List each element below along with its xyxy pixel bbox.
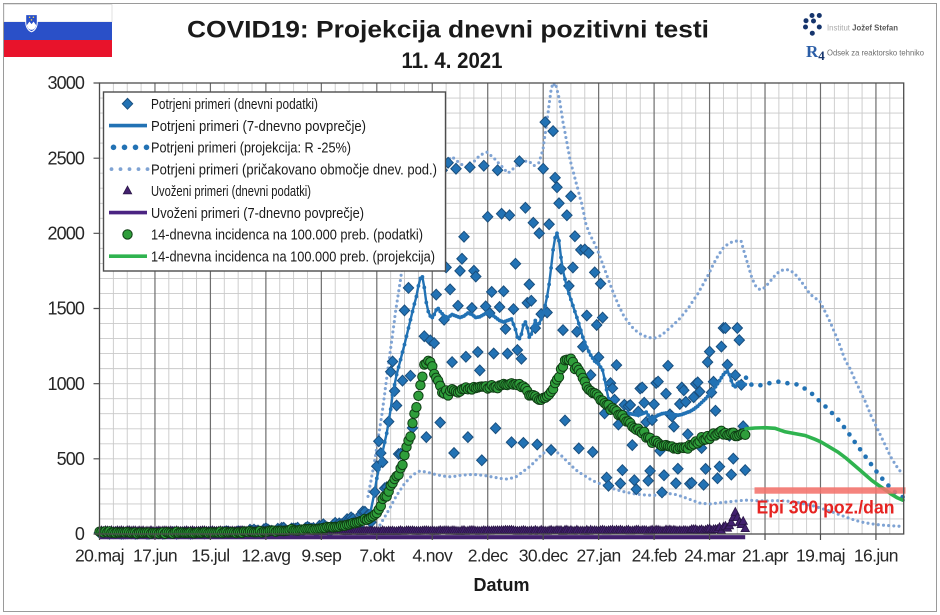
svg-text:30.dec: 30.dec <box>519 546 569 566</box>
svg-text:Institut Jožef Stefan: Institut Jožef Stefan <box>827 23 898 33</box>
svg-text:27.jan: 27.jan <box>577 546 621 566</box>
svg-text:Potrjeni primeri (pričakovano: Potrjeni primeri (pričakovano območje dn… <box>151 161 437 178</box>
svg-text:1500: 1500 <box>48 299 85 319</box>
svg-text:500: 500 <box>57 449 85 469</box>
svg-text:14-dnevna incidenca na 100.000: 14-dnevna incidenca na 100.000 preb. (pr… <box>151 249 435 266</box>
svg-text:R4: R4 <box>806 42 825 63</box>
svg-text:Potrjeni primeri (7-dnevno pov: Potrjeni primeri (7-dnevno povprečje) <box>151 118 366 135</box>
svg-text:Potrjeni primeri (dnevni podat: Potrjeni primeri (dnevni podatki) <box>151 96 318 113</box>
svg-text:11. 4. 2021: 11. 4. 2021 <box>402 48 503 73</box>
svg-text:17.jun: 17.jun <box>133 546 177 566</box>
svg-text:COVID19: Projekcija dnevni poz: COVID19: Projekcija dnevni pozitivni tes… <box>187 17 709 44</box>
svg-text:24.mar: 24.mar <box>684 546 736 566</box>
svg-text:12.avg: 12.avg <box>241 546 290 566</box>
svg-text:2500: 2500 <box>48 148 85 168</box>
svg-text:24.feb: 24.feb <box>632 546 677 566</box>
svg-text:15.jul: 15.jul <box>191 546 229 566</box>
svg-text:14-dnevna incidenca na 100.000: 14-dnevna incidenca na 100.000 preb. (po… <box>151 227 423 244</box>
svg-text:9.sep: 9.sep <box>301 546 341 566</box>
svg-text:0: 0 <box>75 524 85 544</box>
svg-text:16.jun: 16.jun <box>854 546 898 566</box>
svg-text:7.okt: 7.okt <box>359 546 395 566</box>
svg-text:4.nov: 4.nov <box>412 546 453 566</box>
svg-text:Epi 300 poz./dan: Epi 300 poz./dan <box>757 498 895 518</box>
svg-text:2.dec: 2.dec <box>468 546 509 566</box>
svg-text:Uvoženi primeri (dnevni podatk: Uvoženi primeri (dnevni podatki) <box>151 183 311 200</box>
svg-text:Datum: Datum <box>473 575 529 595</box>
svg-text:3000: 3000 <box>48 73 85 93</box>
svg-text:20.maj: 20.maj <box>75 546 124 566</box>
svg-text:21.apr: 21.apr <box>742 546 789 566</box>
svg-text:1000: 1000 <box>48 374 85 394</box>
svg-text:Uvoženi primeri (7-dnevno povp: Uvoženi primeri (7-dnevno povprečje) <box>151 205 364 222</box>
svg-text:Potrjeni primeri (projekcija:: Potrjeni primeri (projekcija: R -25%) <box>151 140 351 157</box>
svg-text:2000: 2000 <box>48 224 85 244</box>
svg-text:Odsek za reaktorsko tehniko: Odsek za reaktorsko tehniko <box>827 48 924 58</box>
svg-text:19.maj: 19.maj <box>796 546 845 566</box>
